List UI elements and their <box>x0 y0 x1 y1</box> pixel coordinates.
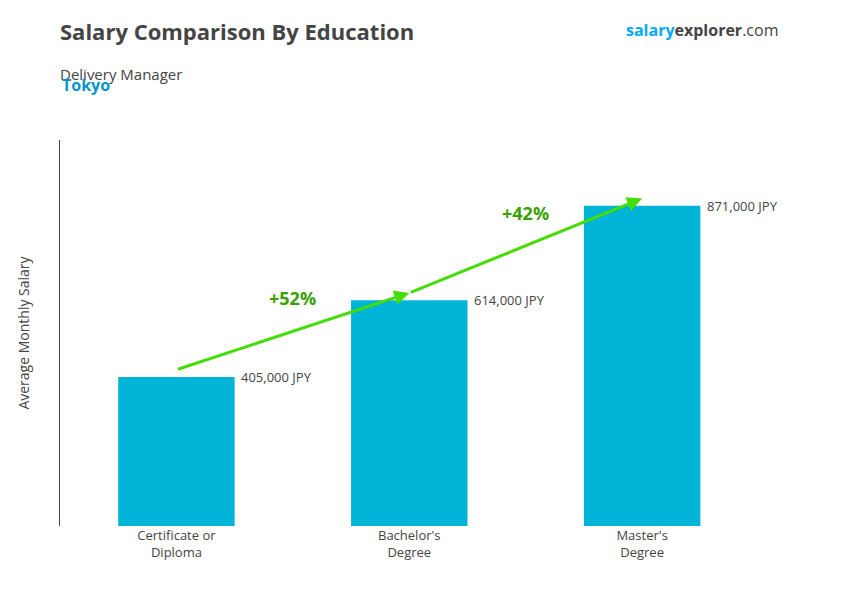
svg-text:Master'sDegree: Master'sDegree <box>616 526 667 561</box>
svg-text:614,000 JPY: 614,000 JPY <box>474 291 545 309</box>
svg-text:Bachelor'sDegree: Bachelor'sDegree <box>378 526 441 561</box>
svg-text:salaryexplorer.com: salaryexplorer.com <box>626 19 778 41</box>
svg-text:Tokyo: Tokyo <box>62 74 110 96</box>
svg-text:Certificate orDiploma: Certificate orDiploma <box>137 526 216 561</box>
svg-text:Delivery Manager: Delivery Manager <box>60 64 182 84</box>
svg-text:871,000 JPY: 871,000 JPY <box>707 197 778 215</box>
svg-text:+42%: +42% <box>502 201 549 225</box>
svg-text:Salary Comparison By Education: Salary Comparison By Education <box>60 16 414 46</box>
svg-text:405,000 JPY: 405,000 JPY <box>241 368 312 386</box>
svg-text:Average Monthly Salary: Average Monthly Salary <box>14 255 33 409</box>
svg-text:+52%: +52% <box>269 286 316 310</box>
